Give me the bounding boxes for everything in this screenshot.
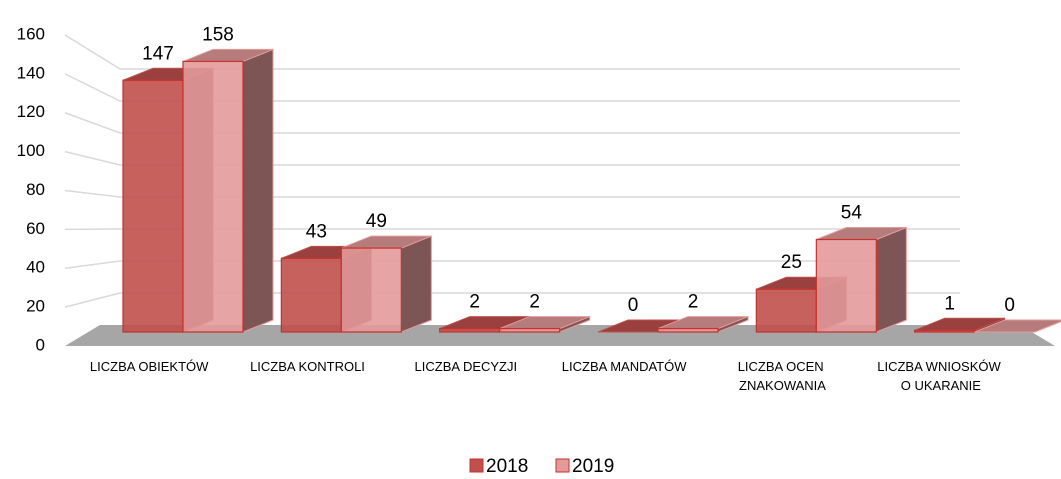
bar: [499, 315, 591, 333]
bar-front: [122, 79, 184, 333]
value-label: 49: [366, 211, 387, 232]
x-tick-label: LICZBA WNIOSKÓW O UKARANIE: [877, 359, 1004, 393]
value-label: 2: [688, 292, 699, 313]
value-label: 1: [944, 293, 955, 314]
value-label: 25: [781, 252, 802, 273]
grid-line: [64, 73, 960, 102]
bar-front: [755, 288, 817, 333]
bar: [974, 319, 1061, 333]
bar-front: [182, 60, 244, 333]
value-label: 0: [628, 295, 639, 316]
value-label: 0: [1004, 295, 1015, 316]
y-tick-label: 60: [26, 219, 45, 238]
value-label: 2: [529, 292, 540, 313]
bar: [914, 317, 1006, 333]
y-tick-label: 20: [26, 297, 45, 316]
x-tick-label: LICZBA DECYZJI: [415, 359, 518, 374]
y-tick-label: 160: [17, 24, 45, 43]
bar-front: [280, 257, 342, 333]
legend-swatch: [555, 458, 570, 473]
value-label: 2: [469, 292, 480, 313]
grid-line: [64, 260, 960, 269]
bar: [815, 226, 907, 333]
grid-line: [64, 189, 960, 198]
bar-side: [875, 226, 907, 333]
grid-line: [64, 112, 960, 134]
bar-side: [400, 235, 432, 333]
legend-label: 2018: [486, 456, 528, 477]
value-label: 147: [142, 43, 174, 64]
bar-side: [242, 48, 274, 333]
grid-line: [64, 150, 960, 166]
bar-front: [815, 238, 877, 333]
y-tick-label: 120: [17, 102, 45, 121]
legend-label: 2019: [572, 456, 614, 477]
bar-front: [499, 327, 561, 333]
y-tick-label: 140: [17, 63, 45, 82]
x-tick-label: LICZBA OCEN ZNAKOWANIA: [738, 359, 828, 393]
x-tick-label: LICZBA MANDATÓW: [562, 359, 687, 374]
x-tick-label: LICZBA KONTROLI: [250, 359, 365, 374]
y-tick-label: 80: [26, 180, 45, 199]
bar-front: [340, 247, 402, 333]
bar: [657, 315, 749, 333]
value-label: 43: [306, 221, 327, 242]
y-tick-label: 40: [26, 258, 45, 277]
bar: [182, 48, 274, 333]
value-label: 54: [841, 203, 863, 224]
bar: [340, 235, 432, 333]
legend-swatch: [469, 458, 484, 473]
bar-front: [439, 327, 501, 333]
x-tick-label: LICZBA OBIEKTÓW: [90, 359, 209, 374]
y-tick-label: 100: [17, 141, 45, 160]
bar-top: [974, 319, 1061, 333]
value-label: 158: [202, 24, 234, 45]
grid-line: [64, 292, 960, 308]
bar-front: [914, 329, 976, 333]
grid-line: [64, 34, 960, 70]
y-tick-label: 0: [36, 335, 45, 354]
bar-front: [657, 327, 719, 333]
